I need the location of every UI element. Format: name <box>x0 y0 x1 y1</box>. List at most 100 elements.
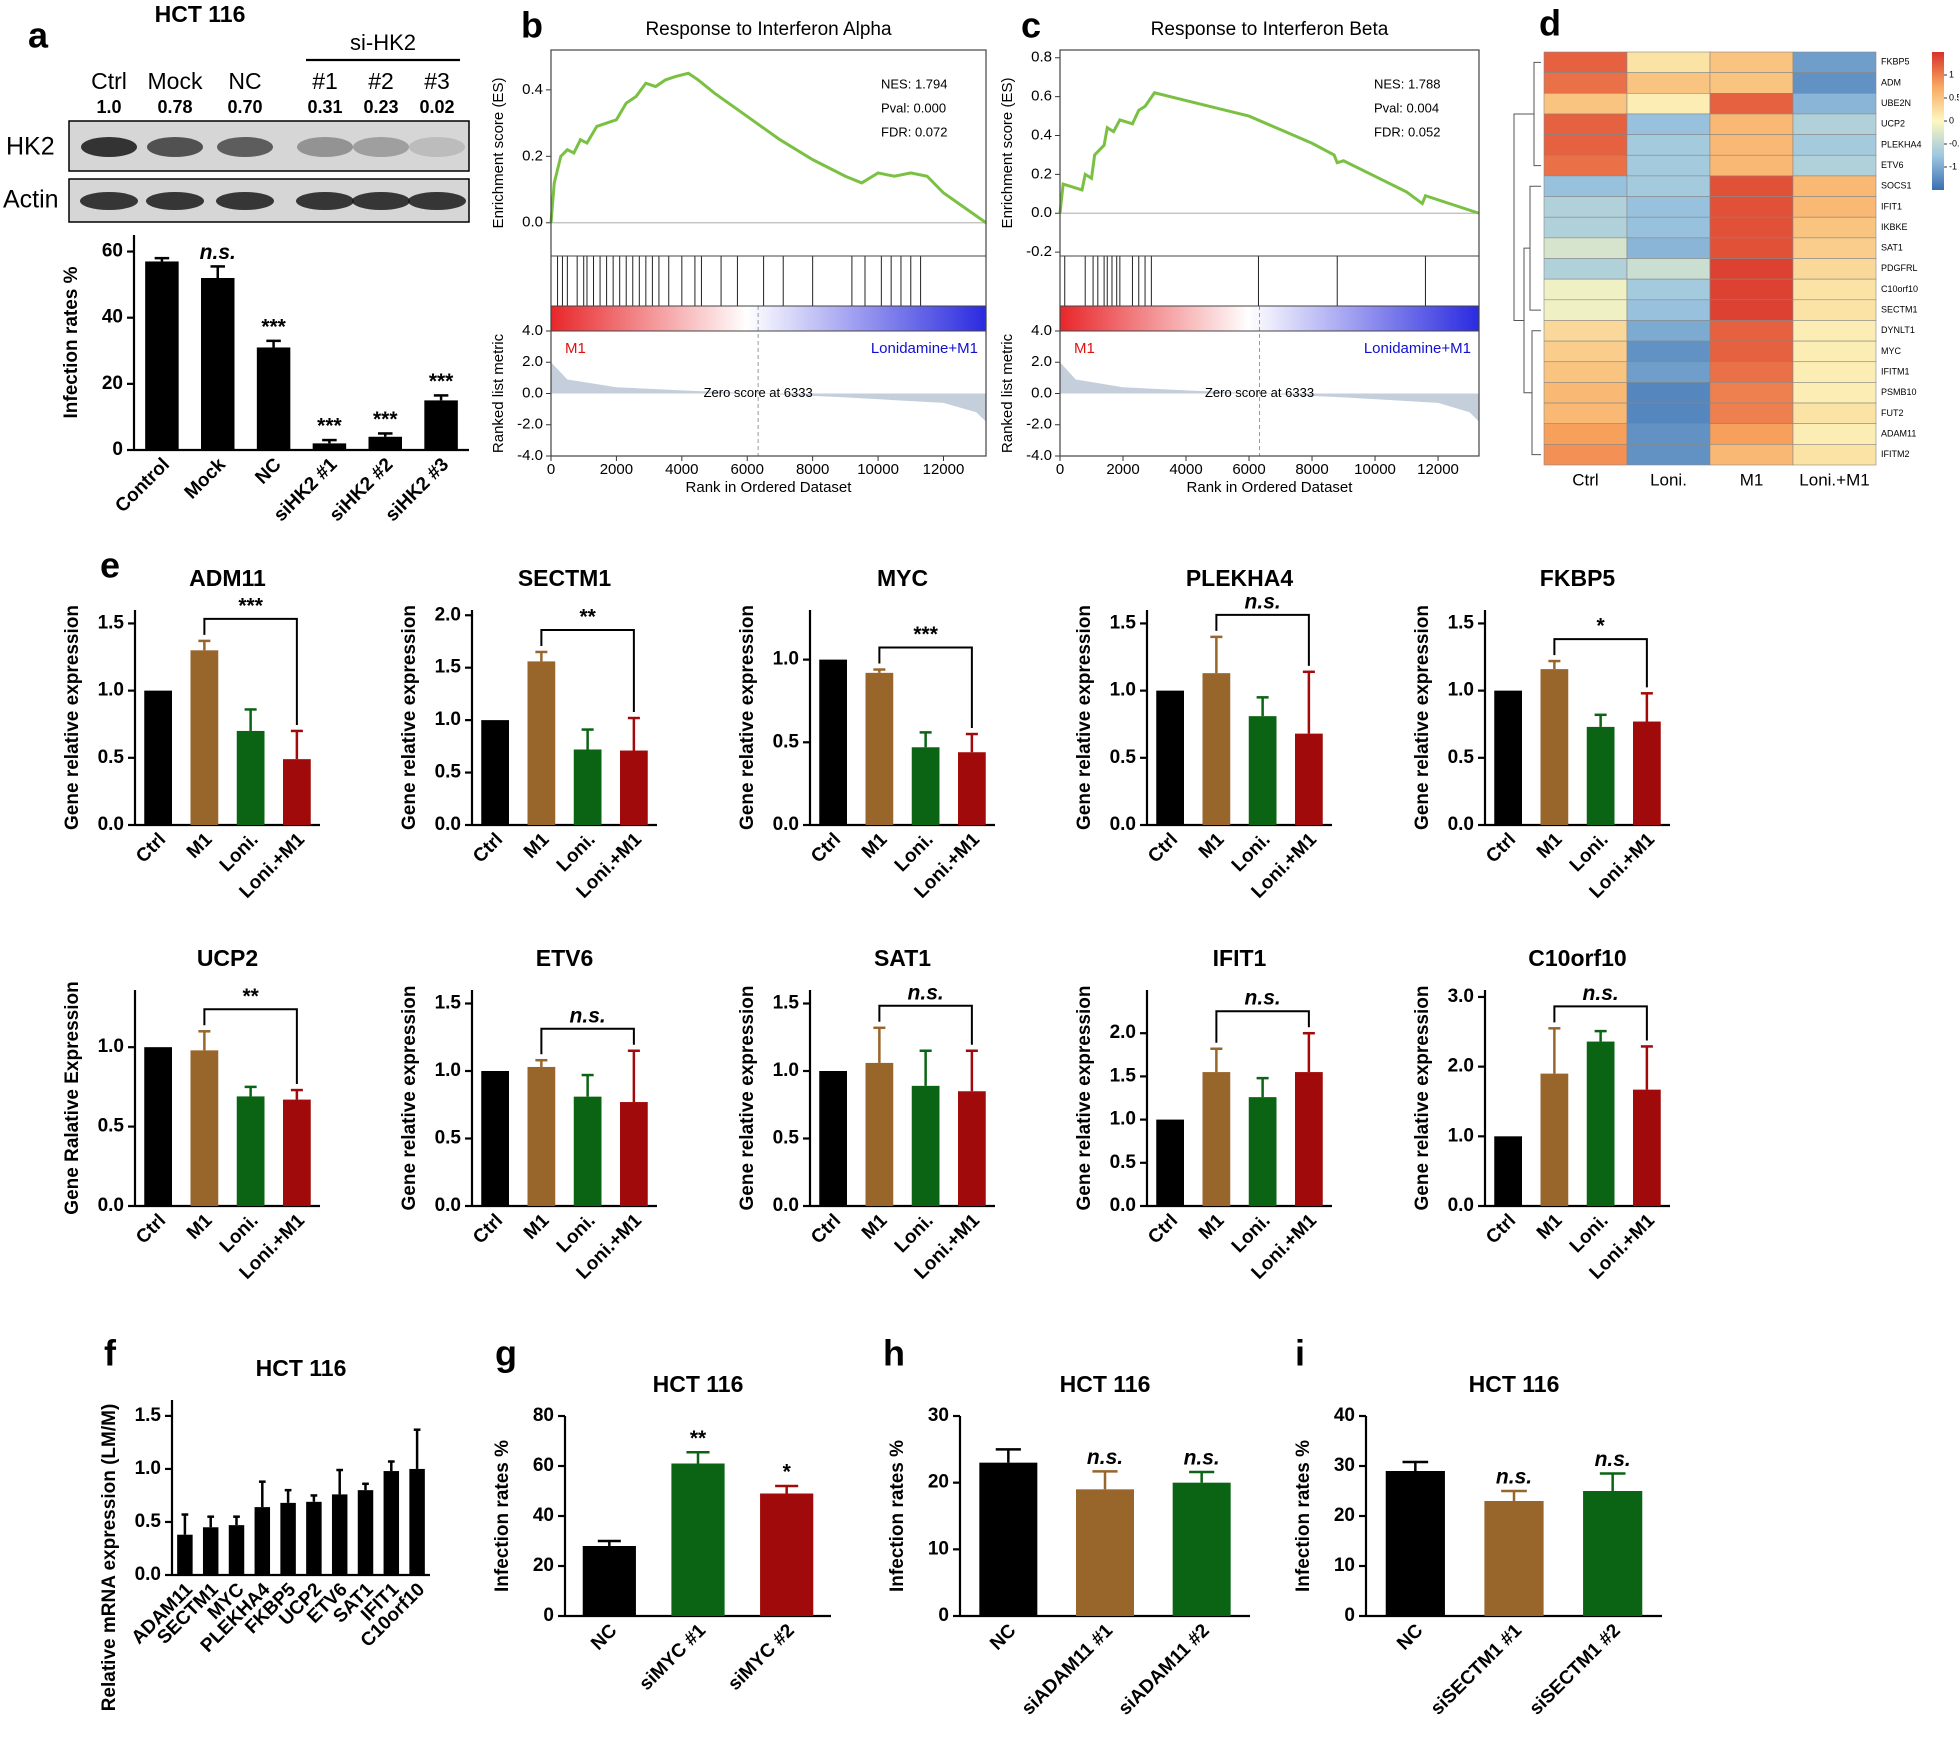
significance-label: *** <box>913 623 938 646</box>
heatmap-cell <box>1543 72 1628 94</box>
y-tick-label: 0.0 <box>1448 814 1474 835</box>
y-tick-label: 10 <box>928 1538 949 1559</box>
lane-label: NC <box>228 68 261 94</box>
significance-label: n.s. <box>200 241 236 264</box>
heatmap-cell <box>1709 382 1794 404</box>
bar <box>306 1501 322 1575</box>
x-tick-label: Ctrl <box>132 1210 170 1248</box>
heatmap-cell <box>1543 402 1628 424</box>
x-axis-label: Rank in Ordered Dataset <box>1187 479 1354 496</box>
column-label: M1 <box>1740 470 1764 489</box>
significance-label: ** <box>242 985 259 1008</box>
bar <box>1295 1072 1323 1206</box>
y-tick-label: -4.0 <box>1026 447 1052 464</box>
zero-label: Zero score at 6333 <box>1205 385 1314 400</box>
heatmap-cell <box>1792 134 1877 156</box>
significance-label: n.s. <box>1595 1448 1631 1471</box>
x-tick-label: 8000 <box>1295 461 1328 478</box>
y-tick-label: 1.5 <box>98 612 125 633</box>
y-tick-label: 0 <box>938 1605 949 1626</box>
x-tick-label: M1 <box>183 1210 217 1244</box>
y-tick-label: 0.5 <box>1448 747 1475 768</box>
bar <box>582 1546 636 1616</box>
y-tick-label: 0.0 <box>773 1195 799 1216</box>
x-tick-label: siMYC #2 <box>724 1620 799 1695</box>
bar <box>144 690 172 825</box>
bar <box>1583 1491 1643 1616</box>
row-label: C10orf10 <box>1881 284 1918 294</box>
heatmap-cell <box>1543 340 1628 363</box>
heatmap-cell <box>1709 175 1794 197</box>
y-tick-label: 1.5 <box>435 993 462 1014</box>
x-tick-label: 0 <box>1056 461 1064 478</box>
y-tick-label: 0.5 <box>773 731 800 752</box>
y-tick-label: 1.5 <box>773 993 800 1014</box>
bar <box>1633 1089 1661 1206</box>
heatmap-cell <box>1626 361 1711 383</box>
y-tick-label: 20 <box>102 373 123 394</box>
bar <box>190 1050 219 1206</box>
bar <box>620 750 648 825</box>
bar <box>357 1490 374 1575</box>
heatmap-cell <box>1543 113 1628 135</box>
bar <box>283 1099 311 1206</box>
heatmap-cell <box>1792 216 1877 239</box>
row-label: IFITM1 <box>1881 366 1910 376</box>
heatmap-cell <box>1626 134 1711 156</box>
blot-row-label: HK2 <box>6 133 55 161</box>
bar <box>573 1096 602 1206</box>
y-tick-label: 0.2 <box>522 147 543 164</box>
bar <box>1202 1072 1231 1206</box>
bar <box>1156 1119 1184 1206</box>
heatmap-cell <box>1543 382 1628 404</box>
heatmap-cell <box>1626 444 1711 466</box>
y-tick-label: 2.0 <box>435 604 461 625</box>
row-label: FUT2 <box>1881 408 1904 418</box>
x-tick-label: Ctrl <box>469 829 507 867</box>
bar <box>280 1502 296 1575</box>
heatmap-cell <box>1709 93 1794 115</box>
y-tick-label: 0.0 <box>1110 814 1136 835</box>
metric-area <box>551 362 986 422</box>
panel-letter: a <box>28 15 49 56</box>
heatmap-cell <box>1709 113 1794 135</box>
y-tick-label: 0 <box>112 439 123 460</box>
bar <box>1076 1489 1134 1616</box>
y-axis-label: Gene relative expression <box>1412 986 1433 1211</box>
y-axis-label: Gene relative expression <box>1074 605 1095 830</box>
chart-title: FKBP5 <box>1540 565 1616 591</box>
heatmap-cell <box>1543 258 1628 280</box>
bar <box>1172 1482 1231 1616</box>
bar <box>1248 716 1277 825</box>
row-label: UBE2N <box>1881 98 1911 108</box>
significance-bracket <box>1215 613 1310 666</box>
y-tick-label: 0.0 <box>522 384 543 401</box>
stat: Pval: 0.000 <box>881 100 946 115</box>
heatmap-cell <box>1792 51 1877 73</box>
x-tick-label: NC <box>986 1620 1020 1654</box>
heatmap-cell <box>1543 444 1628 466</box>
heatmap-cell <box>1792 423 1877 445</box>
y-tick-label: 2.0 <box>1031 353 1052 370</box>
heatmap-cell <box>1709 134 1794 156</box>
heatmap-cell <box>1792 258 1877 280</box>
stat: Pval: 0.004 <box>1374 100 1439 115</box>
y-tick-label: 0.0 <box>522 214 543 231</box>
panel-letter: h <box>883 1333 905 1374</box>
bar <box>911 1085 940 1206</box>
heatmap-cell <box>1709 216 1794 239</box>
stat: FDR: 0.052 <box>1374 124 1440 139</box>
lane-label: #2 <box>368 68 394 94</box>
x-tick-label: Ctrl <box>1482 1210 1520 1248</box>
heatmap-cell <box>1792 278 1877 301</box>
es-line <box>1058 91 1480 215</box>
heatmap-cell <box>1792 402 1877 424</box>
heatmap-cell <box>1792 72 1877 94</box>
colorbar-label: 1 <box>1949 69 1954 79</box>
x-tick-label: M1 <box>858 829 892 863</box>
y-tick-label: 1.0 <box>1110 1109 1136 1130</box>
colorbar-label: -1 <box>1949 161 1957 171</box>
x-tick-label: siSECTM1 #1 <box>1427 1620 1527 1720</box>
bar <box>368 436 402 450</box>
lane-label: Ctrl <box>91 68 127 94</box>
